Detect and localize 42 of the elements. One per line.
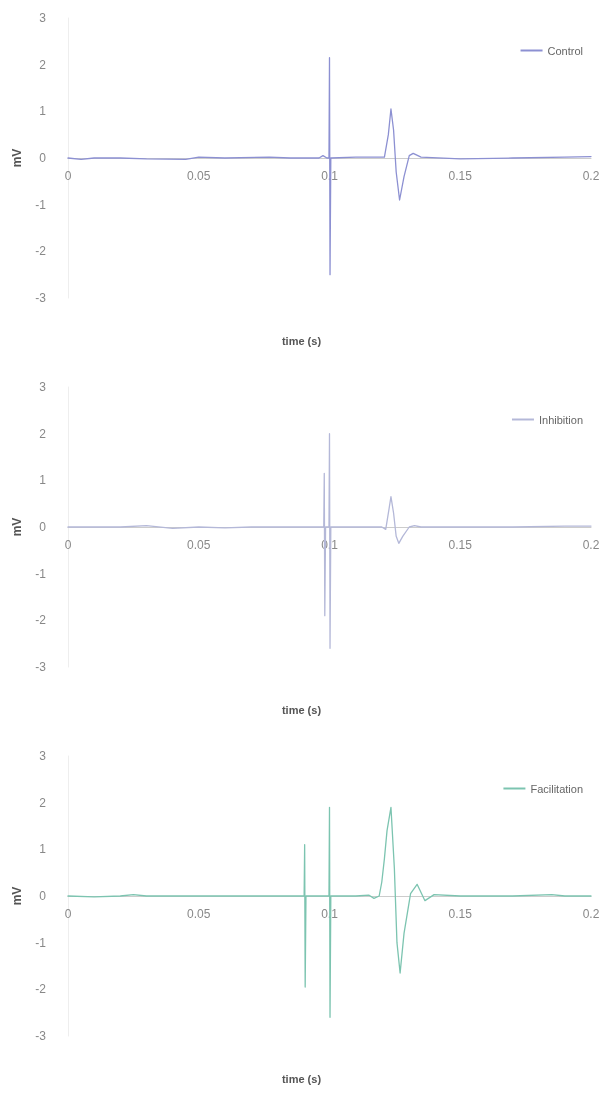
- y-tick-label: 3: [39, 380, 47, 394]
- y-axis-title: mV: [10, 517, 24, 537]
- y-tick-label: 2: [39, 57, 47, 72]
- x-tick-label: 0: [64, 907, 72, 921]
- y-tick-label: 3: [39, 11, 47, 25]
- x-tick-label: 0.2: [582, 538, 600, 552]
- y-tick-label: 0: [39, 151, 47, 165]
- y-tick-label: 0: [39, 520, 47, 534]
- x-tick-label: 0: [64, 538, 72, 552]
- x-axis-title: time (s): [281, 1072, 322, 1085]
- x-tick-label: 0.15: [448, 907, 473, 921]
- y-tick-label: -1: [35, 935, 47, 950]
- x-tick-label: 0.05: [187, 907, 211, 921]
- y-tick-label: -1: [35, 566, 47, 581]
- x-tick-label: 0.2: [582, 169, 600, 183]
- y-tick-label: -3: [35, 660, 47, 674]
- legend-label: Inhibition: [538, 413, 584, 426]
- y-tick-label: 2: [39, 426, 47, 441]
- y-axis-title: mV: [10, 148, 24, 168]
- y-tick-label: -3: [35, 1029, 47, 1043]
- y-tick-label: -3: [35, 291, 47, 305]
- y-axis-title: mV: [10, 886, 24, 906]
- x-tick-label: 0.05: [187, 169, 211, 183]
- y-tick-label: -1: [35, 197, 47, 212]
- legend-label: Control: [547, 44, 584, 57]
- y-tick-label: -2: [35, 613, 47, 628]
- y-tick-label: 0: [39, 889, 47, 903]
- y-tick-label: 1: [39, 842, 47, 857]
- x-axis-title: time (s): [281, 703, 322, 716]
- x-axis-title: time (s): [281, 334, 322, 347]
- legend-label: Facilitation: [530, 782, 583, 795]
- y-tick-label: 2: [39, 795, 47, 810]
- x-tick-label: 0.05: [187, 538, 211, 552]
- y-tick-label: -2: [35, 244, 47, 259]
- x-tick-label: 0.15: [448, 169, 473, 183]
- x-tick-label: 0.2: [582, 907, 600, 921]
- x-tick-label: 0.15: [448, 538, 473, 552]
- x-tick-label: 0: [64, 169, 72, 183]
- y-tick-label: 1: [39, 473, 47, 488]
- y-tick-label: 3: [39, 749, 47, 763]
- y-tick-label: 1: [39, 104, 47, 119]
- y-tick-label: -2: [35, 982, 47, 997]
